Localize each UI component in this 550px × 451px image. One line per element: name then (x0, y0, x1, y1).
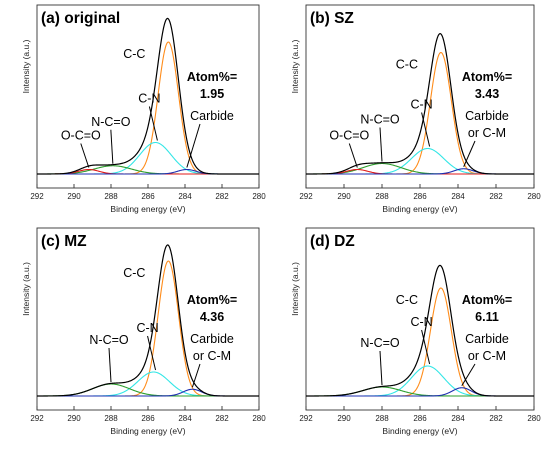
x-tick-label: 280 (527, 192, 541, 201)
carbide-label: Carbide (465, 332, 509, 346)
x-tick-label: 288 (375, 414, 389, 423)
label-c-n: C-N (138, 92, 160, 106)
y-axis-label: Intensity (a.u.) (21, 262, 31, 316)
atom-percent-value: 6.11 (475, 310, 499, 324)
x-tick-label: 286 (141, 192, 155, 201)
chart-panel-4: 292 290 288 286 284 282 280 Binding energy (eV)… (290, 227, 541, 436)
arrow-carbide (191, 363, 201, 388)
arrow-carbide (463, 140, 476, 167)
label-c-n: C-N (410, 315, 432, 329)
x-tick-label: 286 (413, 414, 427, 423)
x-tick-label: 286 (413, 192, 427, 201)
arrow-o-c-o (348, 143, 358, 168)
arrow-o-c-o (80, 143, 90, 168)
label-c-c: C-C (396, 58, 418, 72)
x-tick-label: 290 (67, 414, 81, 423)
chart-panel-2: 292 290 288 286 284 282 280 Binding energy (eV)… (290, 4, 541, 214)
panel-title: (b) SZ (310, 10, 354, 27)
arrow-carbide (186, 123, 201, 168)
x-tick-label: 288 (104, 414, 118, 423)
x-tick-label: 286 (141, 414, 155, 423)
x-tick-label: 282 (215, 414, 229, 423)
label-n-c-o: N-C=O (360, 113, 400, 127)
atom-percent-value: 1.95 (200, 87, 224, 101)
x-axis-label: Binding energy (eV) (110, 426, 185, 436)
arrow-n-c-o (110, 129, 114, 164)
x-tick-label: 284 (178, 192, 192, 201)
label-n-c-o: N-C=O (360, 336, 400, 350)
carbide-label: Carbide (465, 109, 509, 123)
atom-percent-label: Atom%= (462, 293, 512, 307)
series-c-n-line (306, 147, 534, 175)
panel-title: (c) MZ (41, 233, 87, 250)
y-axis-label: Intensity (a.u.) (290, 262, 300, 316)
carbide-label-line2: or C-M (468, 126, 506, 140)
atom-percent-label: Atom%= (187, 70, 237, 84)
arrow-c-n (147, 335, 157, 371)
y-axis-label: Intensity (a.u.) (21, 39, 31, 93)
chart-panel-1: 292 290 288 286 284 282 280 Binding energy (eV)… (21, 4, 266, 214)
x-tick-label: 288 (375, 192, 389, 201)
x-tick-label: 290 (337, 192, 351, 201)
x-tick-label: 284 (451, 192, 465, 201)
arrow-n-c-o (108, 347, 112, 383)
panel-title: (a) original (41, 10, 120, 27)
x-tick-label: 292 (30, 192, 44, 201)
carbide-label-line2: or C-M (193, 349, 231, 363)
x-tick-label: 282 (215, 192, 229, 201)
x-axis-label: Binding energy (eV) (382, 204, 457, 214)
series-o-c-o-line (37, 168, 259, 175)
label-c-n: C-N (410, 98, 432, 112)
atom-percent-value: 3.43 (475, 87, 499, 101)
x-axis-label: Binding energy (eV) (382, 426, 457, 436)
x-tick-label: 288 (104, 192, 118, 201)
carbide-label: Carbide (190, 332, 234, 346)
label-c-n: C-N (136, 321, 158, 335)
arrow-n-c-o (379, 127, 383, 162)
x-tick-label: 290 (337, 414, 351, 423)
x-tick-label: 292 (30, 414, 44, 423)
x-tick-label: 280 (252, 414, 266, 423)
atom-percent-value: 4.36 (200, 310, 224, 324)
x-tick-label: 284 (178, 414, 192, 423)
x-tick-label: 282 (489, 414, 503, 423)
plot-frame (305, 4, 535, 189)
series-c-c-line (37, 41, 259, 175)
series-c-n-line (37, 141, 259, 175)
panel-title: (d) DZ (310, 233, 355, 250)
label-o-c-o: O-C=O (61, 129, 101, 143)
x-tick-label: 292 (299, 192, 313, 201)
label-n-c-o: N-C=O (91, 115, 131, 129)
x-tick-label: 280 (527, 414, 541, 423)
plot-frame (36, 227, 260, 411)
label-c-c: C-C (123, 47, 145, 61)
x-axis-label: Binding energy (eV) (110, 204, 185, 214)
y-axis-label: Intensity (a.u.) (290, 39, 300, 93)
chart-panel-3: 292 290 288 286 284 282 280 Binding energy (eV)… (21, 227, 266, 436)
series-n-c-o-line (37, 383, 259, 397)
envelope-line (37, 244, 259, 397)
x-tick-label: 282 (489, 192, 503, 201)
arrow-n-c-o (379, 350, 383, 386)
arrow-c-n (421, 112, 431, 147)
x-tick-label: 290 (67, 192, 81, 201)
x-tick-label: 292 (299, 414, 313, 423)
carbide-label-line2: or C-M (468, 349, 506, 363)
envelope-line (306, 33, 534, 175)
label-n-c-o: N-C=O (89, 333, 129, 347)
x-tick-label: 284 (451, 414, 465, 423)
carbide-label: Carbide (190, 109, 234, 123)
atom-percent-label: Atom%= (187, 293, 237, 307)
envelope-line (37, 17, 259, 175)
x-tick-label: 280 (252, 192, 266, 201)
atom-percent-label: Atom%= (462, 70, 512, 84)
label-c-c: C-C (123, 266, 145, 280)
arrow-carbide (461, 363, 476, 387)
arrow-c-n (148, 106, 158, 141)
label-o-c-o: O-C=O (329, 129, 369, 143)
label-c-c: C-C (396, 293, 418, 307)
arrow-c-n (421, 329, 431, 365)
envelope-line (306, 264, 534, 397)
